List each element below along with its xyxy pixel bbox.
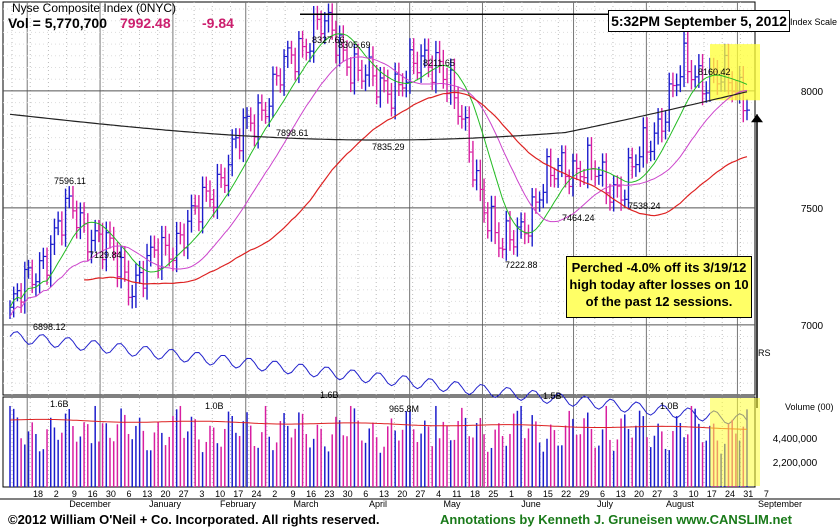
volume-tick-label: 2,200,000	[773, 458, 818, 469]
price-annotation: 7222.88	[505, 260, 538, 270]
x-tick-label: 27	[179, 489, 189, 499]
month-label: December	[69, 499, 111, 509]
x-tick-label: 9	[290, 489, 295, 499]
month-label: August	[666, 499, 695, 509]
price-annotation: 7898.61	[276, 128, 309, 138]
volume-readout: Vol = 5,770,700	[8, 15, 107, 31]
month-label: January	[149, 499, 182, 509]
price-annotation: 7538.24	[628, 201, 661, 211]
x-tick-label: 3	[199, 489, 204, 499]
price-annotation: 7464.24	[562, 213, 595, 223]
x-tick-label: 23	[324, 489, 334, 499]
x-tick-label: 4	[436, 489, 441, 499]
x-tick-label: 7	[764, 489, 769, 499]
x-tick-label: 15	[543, 489, 553, 499]
volume-tick-label: 4,400,000	[773, 434, 818, 445]
index-name: Nyse Composite Index (0NYC)	[12, 1, 177, 15]
month-label: February	[220, 499, 257, 509]
volume-annotation: 1.6B	[320, 390, 339, 400]
price-annotation: 7835.29	[372, 142, 405, 152]
x-tick-label: 20	[160, 489, 170, 499]
x-tick-label: 13	[142, 489, 152, 499]
month-label: May	[443, 499, 461, 509]
rs-label: RS	[758, 348, 771, 358]
x-tick-label: 3	[673, 489, 678, 499]
highlight-recent-bars	[710, 44, 760, 101]
price-annotation: 8211.65	[423, 58, 455, 68]
x-tick-label: 10	[689, 489, 699, 499]
x-tick-label: 22	[561, 489, 571, 499]
x-tick-label: 31	[743, 489, 753, 499]
price-readout: 7992.48	[120, 15, 171, 31]
month-label: March	[293, 499, 318, 509]
rs-line	[9, 331, 748, 425]
x-tick-label: 30	[343, 489, 353, 499]
x-tick-label: 6	[600, 489, 605, 499]
timestamp-box: 5:32PM September 5, 2012	[608, 10, 790, 32]
x-tick-label: 27	[415, 489, 425, 499]
x-tick-label: 9	[72, 489, 77, 499]
x-tick-label: 25	[488, 489, 498, 499]
x-tick-label: 10	[215, 489, 225, 499]
x-tick-label: 24	[725, 489, 735, 499]
price-annotation: 7596.11	[54, 176, 86, 186]
volume-annotation: 1.5B	[543, 391, 562, 401]
volume-annotation: 1.6B	[50, 399, 69, 409]
copyright-text: ©2012 William O'Neil + Co. Incorporated.…	[8, 512, 380, 527]
volume-annotation: 1.0B	[205, 401, 224, 411]
month-label: June	[521, 499, 541, 509]
ma-200-line	[9, 91, 748, 141]
month-label: April	[369, 499, 387, 509]
month-label: July	[597, 499, 614, 509]
ma-21-line	[9, 56, 748, 317]
x-tick-label: 17	[707, 489, 717, 499]
price-annotation: 8327.66	[312, 35, 345, 45]
price-annotation: 8305.69	[338, 40, 371, 50]
annotations-credit: Annotations by Kenneth J. Gruneisen www.…	[440, 512, 792, 527]
x-tick-label: 17	[233, 489, 243, 499]
x-tick-label: 1	[509, 489, 514, 499]
ma-50-line	[84, 91, 748, 285]
price-tick-label: 7500	[801, 204, 824, 215]
volume-annotation: 965.8M	[389, 404, 419, 414]
price-annotation: 6898.12	[33, 322, 66, 332]
volume-ma-line	[9, 418, 747, 430]
x-tick-label: 16	[306, 489, 316, 499]
x-tick-label: 8	[527, 489, 532, 499]
ma-10-line	[9, 33, 748, 308]
x-tick-label: 13	[379, 489, 389, 499]
highlight-recent-volume	[710, 398, 760, 486]
month-label: September	[758, 499, 802, 509]
price-tick-label: 8000	[801, 87, 824, 98]
x-tick-label: 24	[252, 489, 262, 499]
x-tick-label: 20	[397, 489, 407, 499]
volume-panel-frame	[2, 396, 756, 488]
price-annotation: 8160.42	[698, 67, 731, 77]
change-readout: -9.84	[202, 15, 234, 31]
index-scale-label: Index Scale	[790, 17, 838, 27]
annotation-box: Perched -4.0% off its 3/19/12 high today…	[566, 256, 752, 318]
x-tick-label: 6	[127, 489, 132, 499]
price-tick-label: 7000	[801, 321, 824, 332]
x-tick-label: 11	[452, 489, 461, 499]
x-tick-label: 16	[88, 489, 98, 499]
x-tick-label: 20	[634, 489, 644, 499]
x-tick-label: 18	[33, 489, 43, 499]
price-annotation: 7129.84	[89, 250, 122, 260]
x-tick-label: 2	[272, 489, 277, 499]
volume-annotation: 1.0B	[660, 401, 679, 411]
x-tick-label: 2	[54, 489, 59, 499]
x-tick-label: 6	[363, 489, 368, 499]
x-tick-label: 29	[579, 489, 589, 499]
x-tick-label: 27	[652, 489, 662, 499]
x-tick-label: 30	[106, 489, 116, 499]
volume-axis-label: Volume (00)	[785, 402, 834, 412]
pointer-arrowhead	[751, 114, 763, 123]
x-tick-label: 13	[616, 489, 626, 499]
x-tick-label: 18	[470, 489, 480, 499]
